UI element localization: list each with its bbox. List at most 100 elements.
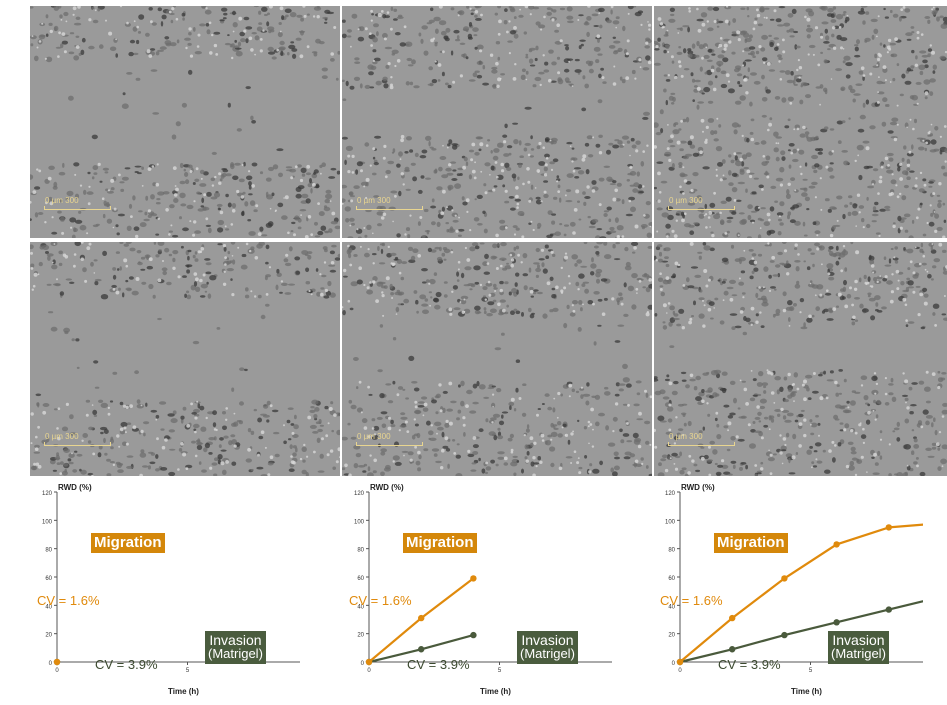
cv-migration: CV = 1.6% <box>349 593 412 608</box>
data-point <box>676 658 684 666</box>
y-axis-label: RWD (%) <box>58 483 92 492</box>
data-point <box>470 575 477 582</box>
data-point <box>418 614 425 622</box>
y-tick-label: 80 <box>45 548 52 554</box>
image-row1-col2: 0 µm 300 <box>342 6 652 238</box>
y-axis-label: RWD (%) <box>370 483 404 492</box>
data-point <box>365 658 373 666</box>
x-tick-label: 5 <box>809 668 813 674</box>
y-tick-label: 100 <box>354 519 365 525</box>
scale-bar: 0 µm 300 <box>42 432 111 446</box>
y-tick-label: 40 <box>668 604 675 610</box>
data-point <box>781 631 788 639</box>
rwd-chart-2: 0 20 40 60 80 100 120 0 5 RWD (%) Time (h) Migra… <box>312 478 612 705</box>
x-tick-label: 0 <box>55 668 59 674</box>
y-tick-label: 100 <box>42 519 53 525</box>
cv-migration: CV = 1.6% <box>660 593 723 608</box>
image-row1-col1: 0 µm 300 <box>30 6 340 238</box>
y-tick-label: 0 <box>361 661 365 667</box>
scale-label: 0 µm 300 <box>45 432 79 441</box>
invasion-badge: Invasion (Matrigel) <box>828 631 889 664</box>
invasion-sublabel: (Matrigel) <box>208 646 263 661</box>
rwd-chart-3: 0 20 40 60 80 100 120 0 5 RWD (%) Time (h) Migra… <box>623 478 923 705</box>
x-axis-label: Time (h) <box>480 687 511 696</box>
migration-badge: Migration <box>714 533 788 553</box>
invasion-label: Invasion <box>832 632 885 648</box>
y-tick-label: 80 <box>357 548 364 554</box>
microscopy-image-grid: 0 µm 300 0 µm 300 0 µm 300 0 µm 300 0 µm… <box>30 6 947 476</box>
data-point <box>729 614 736 622</box>
cv-invasion: CV = 3.9% <box>95 657 158 672</box>
image-row1-col3: 0 µm 300 <box>654 6 947 238</box>
chart-canvas: 0 20 40 60 80 100 120 0 5 <box>665 491 923 674</box>
chart-canvas: 0 20 40 60 80 100 120 0 5 <box>354 491 612 674</box>
cell-texture <box>654 6 947 238</box>
x-tick-label: 0 <box>367 668 371 674</box>
data-point <box>470 631 477 639</box>
cell-texture <box>654 242 947 476</box>
scale-label: 0 µm 300 <box>357 196 391 205</box>
cell-texture <box>30 6 340 238</box>
y-tick-label: 60 <box>357 576 364 582</box>
y-tick-label: 20 <box>668 633 675 639</box>
data-point <box>833 541 840 548</box>
y-tick-label: 40 <box>357 604 364 610</box>
y-tick-label: 0 <box>672 661 676 667</box>
cell-texture <box>30 242 340 476</box>
cell-texture <box>342 6 652 238</box>
y-tick-label: 120 <box>665 491 676 497</box>
rwd-chart-1: 0 20 40 60 80 100 120 0 5 RWD (%) Time (h) Migra… <box>0 478 300 705</box>
y-tick-label: 20 <box>357 633 364 639</box>
x-tick-label: 5 <box>186 668 190 674</box>
x-axis-label: Time (h) <box>791 687 822 696</box>
image-row2-col3: 0 µm 300 <box>654 242 947 476</box>
y-tick-label: 60 <box>668 576 675 582</box>
migration-badge: Migration <box>91 533 165 553</box>
x-tick-label: 0 <box>678 668 682 674</box>
cv-migration: CV = 1.6% <box>37 593 100 608</box>
series-line <box>679 600 923 664</box>
cv-invasion: CV = 3.9% <box>718 657 781 672</box>
scale-bar: 0 µm 300 <box>354 432 423 446</box>
y-tick-label: 120 <box>42 491 53 497</box>
data-point <box>885 606 892 613</box>
invasion-label: Invasion <box>521 632 574 648</box>
cv-invasion: CV = 3.9% <box>407 657 470 672</box>
scale-bar: 0 µm 300 <box>354 196 423 210</box>
invasion-badge: Invasion (Matrigel) <box>517 631 578 664</box>
migration-badge: Migration <box>403 533 477 553</box>
y-tick-label: 20 <box>45 633 52 639</box>
scale-label: 0 µm 300 <box>45 196 79 205</box>
scale-label: 0 µm 300 <box>669 196 703 205</box>
invasion-badge: Invasion (Matrigel) <box>205 631 266 664</box>
image-row2-col1: 0 µm 300 <box>30 242 340 476</box>
y-tick-label: 40 <box>45 604 52 610</box>
data-point <box>53 658 61 666</box>
y-tick-label: 60 <box>45 576 52 582</box>
series-line <box>679 523 923 663</box>
data-point <box>781 575 788 582</box>
scale-bar: 0 µm 300 <box>42 196 111 210</box>
data-point <box>729 646 736 653</box>
y-tick-label: 80 <box>668 548 675 554</box>
y-tick-label: 0 <box>49 661 53 667</box>
charts-row: 0 20 40 60 80 100 120 0 5 RWD (%) Time (h) Migra… <box>0 478 947 705</box>
y-tick-label: 100 <box>665 519 676 525</box>
invasion-sublabel: (Matrigel) <box>831 646 886 661</box>
x-axis-label: Time (h) <box>168 687 199 696</box>
scale-bar: 0 µm 300 <box>666 196 735 210</box>
scale-bar: 0 µm 300 <box>666 432 735 446</box>
invasion-sublabel: (Matrigel) <box>520 646 575 661</box>
y-axis-label: RWD (%) <box>681 483 715 492</box>
scale-label: 0 µm 300 <box>357 432 391 441</box>
image-row2-col2: 0 µm 300 <box>342 242 652 476</box>
data-point <box>885 524 892 531</box>
x-tick-label: 5 <box>498 668 502 674</box>
scale-label: 0 µm 300 <box>669 432 703 441</box>
data-point <box>418 646 425 653</box>
y-tick-label: 120 <box>354 491 365 497</box>
invasion-label: Invasion <box>209 632 262 648</box>
cell-texture <box>342 242 652 476</box>
chart-canvas: 0 20 40 60 80 100 120 0 5 <box>42 491 300 674</box>
data-point <box>833 619 840 626</box>
